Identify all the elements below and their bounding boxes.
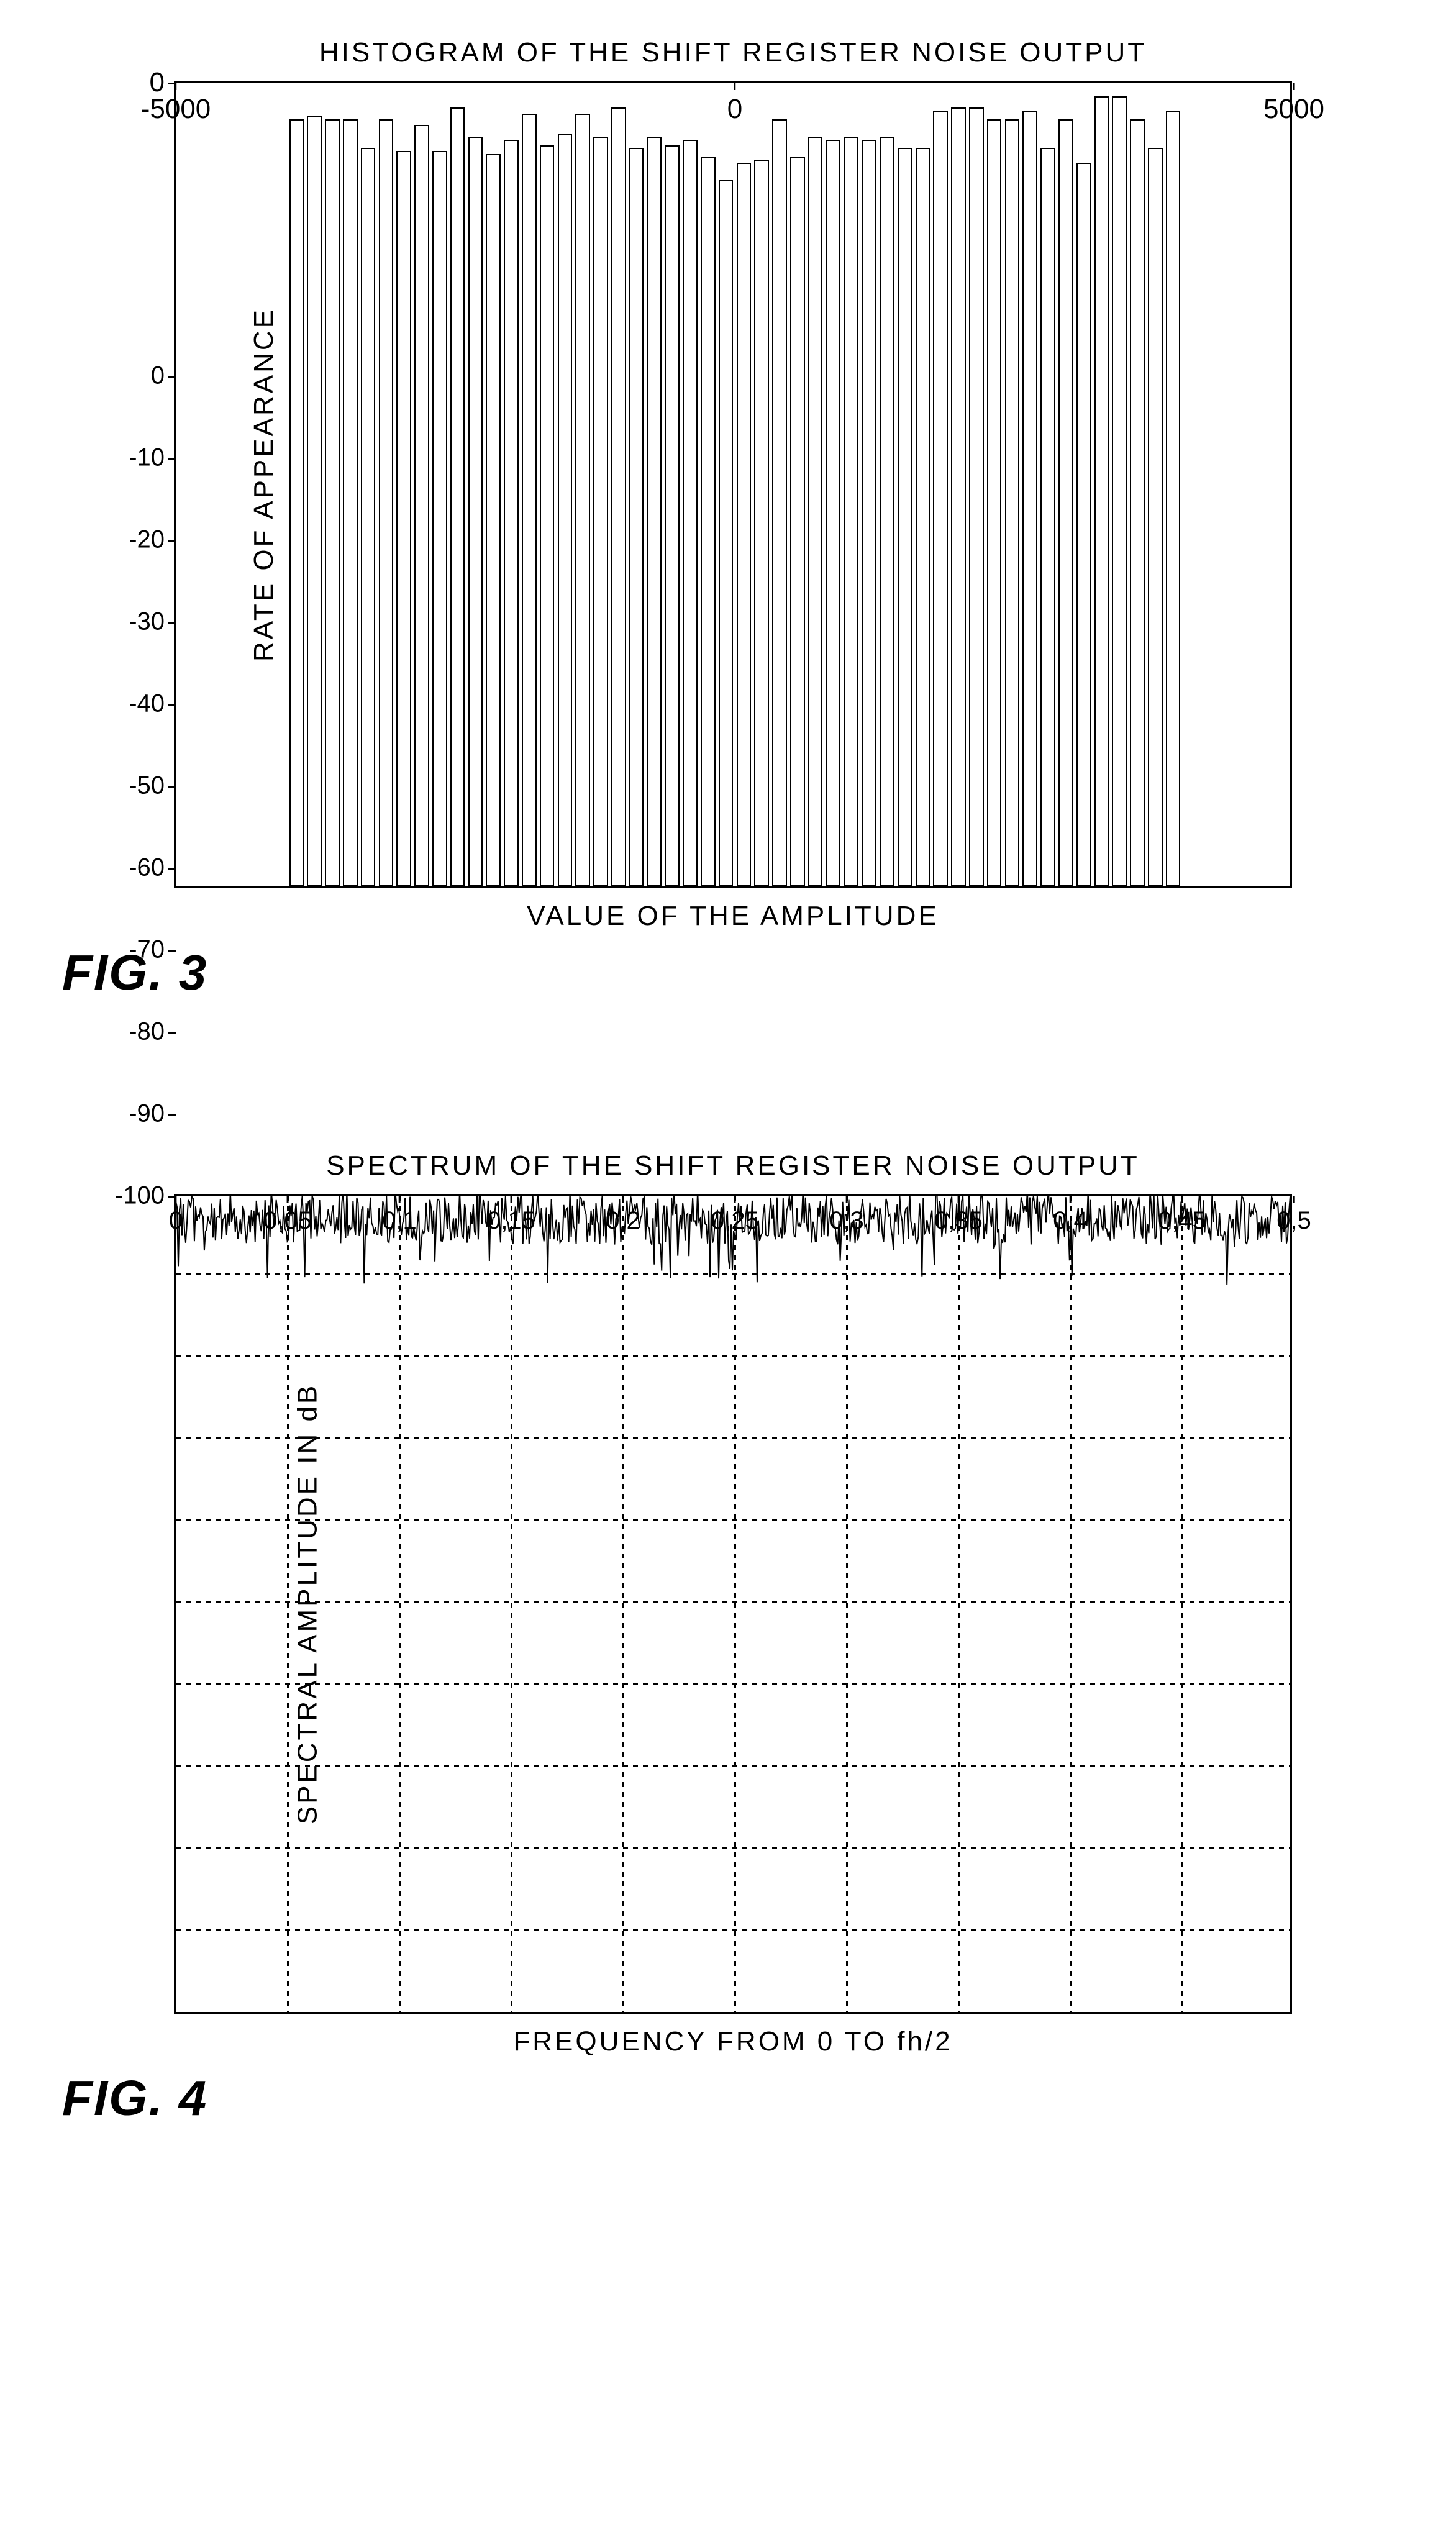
fig3-bar <box>862 140 876 887</box>
fig3-bar <box>683 140 698 887</box>
fig4-x-tick: 0,35 <box>934 1196 983 1235</box>
figure-4: SPECTRUM OF THE SHIFT REGISTER NOISE OUT… <box>62 1150 1394 2127</box>
fig4-y-tick: -60 <box>129 854 176 882</box>
fig3-x-tick: 0 <box>727 83 742 125</box>
fig3-bar <box>951 107 966 886</box>
fig3-bar <box>1022 111 1037 886</box>
fig3-bar <box>844 137 858 886</box>
fig3-bar <box>1166 111 1181 886</box>
fig3-bar <box>1112 96 1127 886</box>
fig4-x-tick: 0,1 <box>382 1196 417 1235</box>
fig4-label: FIG. 4 <box>62 2070 1394 2127</box>
fig3-bar <box>1094 96 1109 886</box>
fig3-bar <box>1130 119 1145 886</box>
fig3-bar <box>361 148 376 886</box>
fig3-bar <box>701 157 716 886</box>
figure-3: HISTOGRAM OF THE SHIFT REGISTER NOISE OU… <box>62 37 1394 1001</box>
fig3-bar <box>289 119 304 886</box>
fig4-x-tick: 0,2 <box>606 1196 640 1235</box>
fig3-bar <box>343 119 358 886</box>
fig3-bars <box>176 83 1290 886</box>
fig4-x-tick: 0,45 <box>1158 1196 1206 1235</box>
fig3-bar <box>826 140 841 887</box>
fig3-bar <box>772 119 787 886</box>
fig4-y-tick: -10 <box>129 444 176 472</box>
fig3-bar <box>880 137 894 886</box>
fig3-bar <box>665 145 680 886</box>
fig3-x-tick: -5000 <box>141 83 211 125</box>
fig3-title: HISTOGRAM OF THE SHIFT REGISTER NOISE OU… <box>174 37 1292 68</box>
fig3-plot-area: 0200400600800100012001400 -500005000 <box>174 81 1292 888</box>
fig3-bar <box>575 114 590 886</box>
fig4-y-tick: -70 <box>129 936 176 964</box>
fig4-y-tick: -80 <box>129 1018 176 1046</box>
fig3-bar <box>1148 148 1163 886</box>
fig3-label: FIG. 3 <box>62 944 1394 1001</box>
fig4-x-tick: 0,4 <box>1053 1196 1088 1235</box>
fig3-bar <box>432 151 447 886</box>
fig3-bar <box>754 160 769 886</box>
fig4-y-tick: -100 <box>115 1182 176 1210</box>
fig3-bar <box>987 119 1002 886</box>
fig4-x-tick: 0,5 <box>1276 1196 1311 1235</box>
fig3-bar <box>468 137 483 886</box>
fig4-y-tick: -40 <box>129 690 176 718</box>
fig3-chart: HISTOGRAM OF THE SHIFT REGISTER NOISE OU… <box>174 37 1394 932</box>
fig3-x-tick: 5000 <box>1263 83 1324 125</box>
fig4-x-tick: 0,15 <box>487 1196 535 1235</box>
fig4-y-tick: 0 <box>151 362 176 390</box>
fig3-bar <box>593 137 608 886</box>
fig3-bar <box>325 119 340 886</box>
fig4-x-axis-label: FREQUENCY FROM 0 TO fh/2 <box>174 2026 1292 2057</box>
fig4-chart: SPECTRUM OF THE SHIFT REGISTER NOISE OUT… <box>174 1150 1394 2057</box>
fig4-x-tick: 0 <box>169 1196 183 1235</box>
fig3-bar <box>969 107 984 886</box>
fig3-bar <box>808 137 823 886</box>
fig3-bar <box>379 119 394 886</box>
fig3-bar <box>558 134 573 886</box>
fig3-bar <box>719 180 734 887</box>
fig3-bar <box>790 157 805 886</box>
fig3-x-axis-label: VALUE OF THE AMPLITUDE <box>174 901 1292 932</box>
fig3-bar <box>629 148 644 886</box>
fig4-y-tick: -50 <box>129 772 176 800</box>
fig4-title: SPECTRUM OF THE SHIFT REGISTER NOISE OUT… <box>174 1150 1292 1181</box>
fig3-bar <box>1076 163 1091 886</box>
fig4-plot-area: 0-10-20-30-40-50-60-70-80-90-100 00,050,… <box>174 1194 1292 2014</box>
fig3-bar <box>898 148 912 886</box>
fig4-x-tick: 0,05 <box>263 1196 312 1235</box>
fig3-bar <box>647 137 662 886</box>
fig3-bar <box>916 148 930 886</box>
fig3-bar <box>396 151 411 886</box>
fig4-y-tick: -20 <box>129 526 176 554</box>
fig3-bar <box>1040 148 1055 886</box>
fig3-bar <box>540 145 555 886</box>
fig4-spectrum-line <box>176 1196 1290 2013</box>
fig4-y-tick: -30 <box>129 608 176 636</box>
fig4-x-tick: 0,3 <box>829 1196 864 1235</box>
fig3-bar <box>307 116 322 886</box>
fig3-bar <box>1058 119 1073 886</box>
fig3-bar <box>486 154 501 886</box>
fig3-bar <box>933 111 948 886</box>
fig4-x-tick: 0,25 <box>711 1196 759 1235</box>
fig3-bar <box>737 163 752 886</box>
fig3-bar <box>504 140 519 887</box>
fig3-bar <box>450 107 465 886</box>
fig3-bar <box>414 125 429 886</box>
fig3-bar <box>611 107 626 886</box>
fig4-y-tick: -90 <box>129 1100 176 1128</box>
fig3-bar <box>522 114 537 886</box>
fig3-bar <box>1005 119 1020 886</box>
